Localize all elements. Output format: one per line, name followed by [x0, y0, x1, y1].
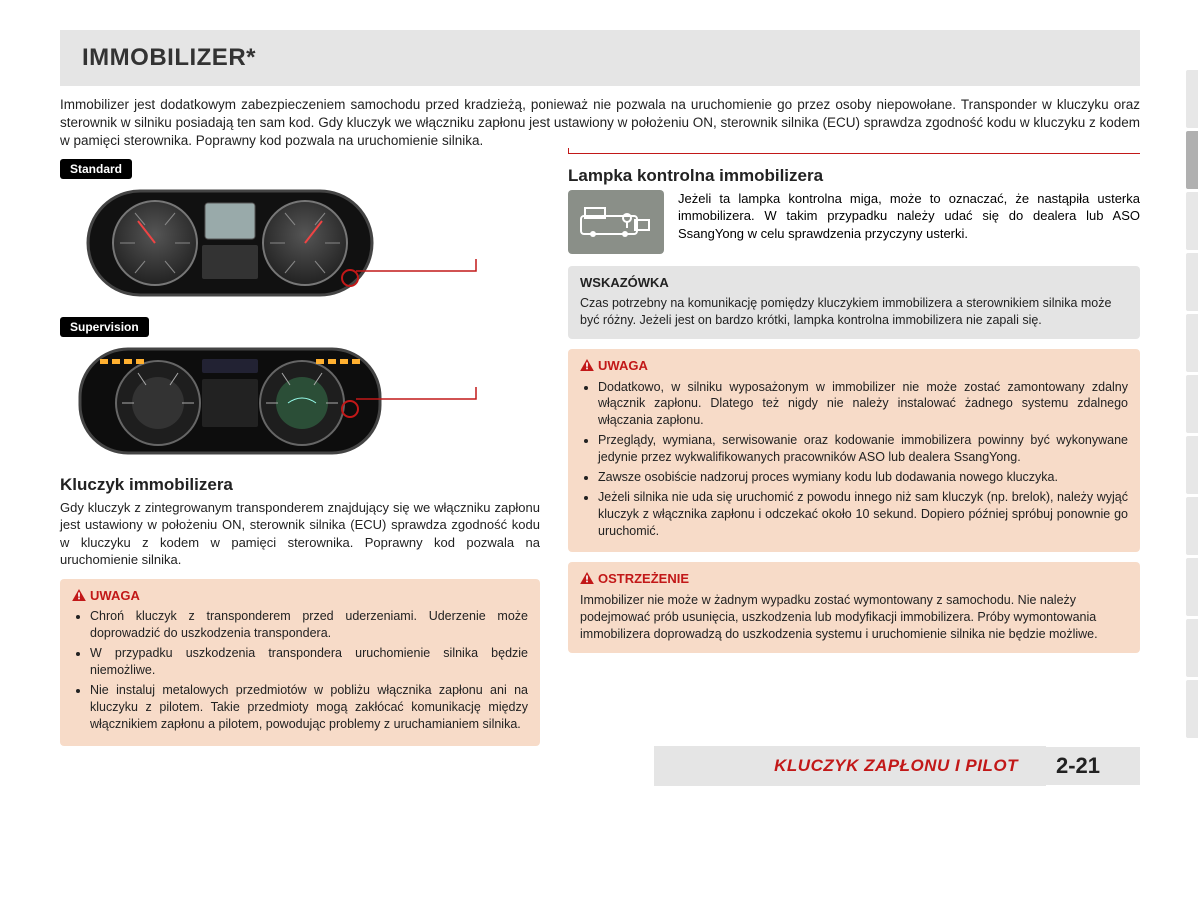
list-item: Przeglądy, wymiana, serwisowanie oraz ko…	[598, 432, 1128, 466]
side-tab	[1186, 619, 1198, 677]
caution-right-title-text: UWAGA	[598, 358, 648, 373]
page-title: IMMOBILIZER*	[82, 44, 1118, 72]
warning-title: OSTRZEŻENIE	[580, 570, 1128, 588]
hint-title: WSKAZÓWKA	[580, 274, 1128, 292]
list-item: Chroń kluczyk z transponderem przed uder…	[90, 608, 528, 642]
caution-left-title-text: UWAGA	[90, 588, 140, 603]
cluster-supervision-wrap: Supervision	[60, 317, 540, 461]
two-column-layout: Standard	[60, 159, 1140, 756]
right-top-section: Lampka kontrolna immobilizera	[568, 153, 1140, 254]
cluster-supervision-label: Supervision	[60, 317, 149, 337]
hint-text: Czas potrzebny na komunikację pomiędzy k…	[580, 295, 1128, 329]
side-tab	[1186, 558, 1198, 616]
left-body: Gdy kluczyk z zintegrowanym transpondere…	[60, 499, 540, 569]
caution-left-title: UWAGA	[72, 587, 528, 605]
hint-box: WSKAZÓWKA Czas potrzebny na komunikację …	[568, 266, 1140, 339]
footer-section-label: KLUCZYK ZAPŁONU I PILOT	[654, 746, 1046, 786]
side-tab	[1186, 680, 1198, 738]
side-tab	[1186, 131, 1198, 189]
title-bar: IMMOBILIZER*	[60, 30, 1140, 86]
left-subheading: Kluczyk immobilizera	[60, 475, 540, 495]
caution-right-list: Dodatkowo, w silniku wyposażonym w immob…	[580, 379, 1128, 540]
list-item: Dodatkowo, w silniku wyposażonym w immob…	[598, 379, 1128, 430]
side-tab	[1186, 192, 1198, 250]
footer-page-number: 2-21	[1046, 747, 1140, 785]
side-tab	[1186, 314, 1198, 372]
page: IMMOBILIZER* Immobilizer jest dodatkowym…	[60, 30, 1140, 756]
list-item: Jeżeli silnika nie uda się uruchomić z p…	[598, 489, 1128, 540]
warning-triangle-icon	[72, 589, 86, 601]
side-tab	[1186, 375, 1198, 433]
warning-text: Immobilizer nie może w żadnym wypadku zo…	[580, 592, 1128, 643]
warning-title-text: OSTRZEŻENIE	[598, 571, 689, 586]
list-item: Zawsze osobiście nadzoruj proces wymiany…	[598, 469, 1128, 486]
cluster-supervision-image	[60, 341, 400, 461]
side-tab	[1186, 497, 1198, 555]
warning-triangle-icon	[580, 572, 594, 584]
side-tab	[1186, 253, 1198, 311]
right-column: Lampka kontrolna immobilizera	[568, 159, 1140, 756]
list-item: Nie instaluj metalowych przedmiotów w po…	[90, 682, 528, 733]
caution-right-title: UWAGA	[580, 357, 1128, 375]
warning-box: OSTRZEŻENIE Immobilizer nie może w żadny…	[568, 562, 1140, 652]
caution-left-list: Chroń kluczyk z transponderem przed uder…	[72, 608, 528, 732]
cluster-standard-label: Standard	[60, 159, 132, 179]
cluster-standard-image	[60, 183, 400, 303]
caution-box-left: UWAGA Chroń kluczyk z transponderem prze…	[60, 579, 540, 746]
caution-box-right: UWAGA Dodatkowo, w silniku wyposażonym w…	[568, 349, 1140, 552]
left-column: Standard	[60, 159, 540, 756]
side-tab	[1186, 436, 1198, 494]
page-footer: KLUCZYK ZAPŁONU I PILOT 2-21	[654, 746, 1140, 786]
warning-triangle-icon	[580, 359, 594, 371]
cluster-standard-wrap: Standard	[60, 159, 540, 303]
indicator-row: Jeżeli ta lampka kontrolna miga, może to…	[568, 190, 1140, 254]
side-tabs	[1186, 70, 1198, 738]
immobilizer-indicator-icon	[568, 190, 664, 254]
indicator-text: Jeżeli ta lampka kontrolna miga, może to…	[678, 190, 1140, 254]
list-item: W przypadku uszkodzenia transpondera uru…	[90, 645, 528, 679]
intro-paragraph: Immobilizer jest dodatkowym zabezpieczen…	[60, 96, 1140, 151]
right-subheading: Lampka kontrolna immobilizera	[568, 166, 1140, 186]
side-tab	[1186, 70, 1198, 128]
